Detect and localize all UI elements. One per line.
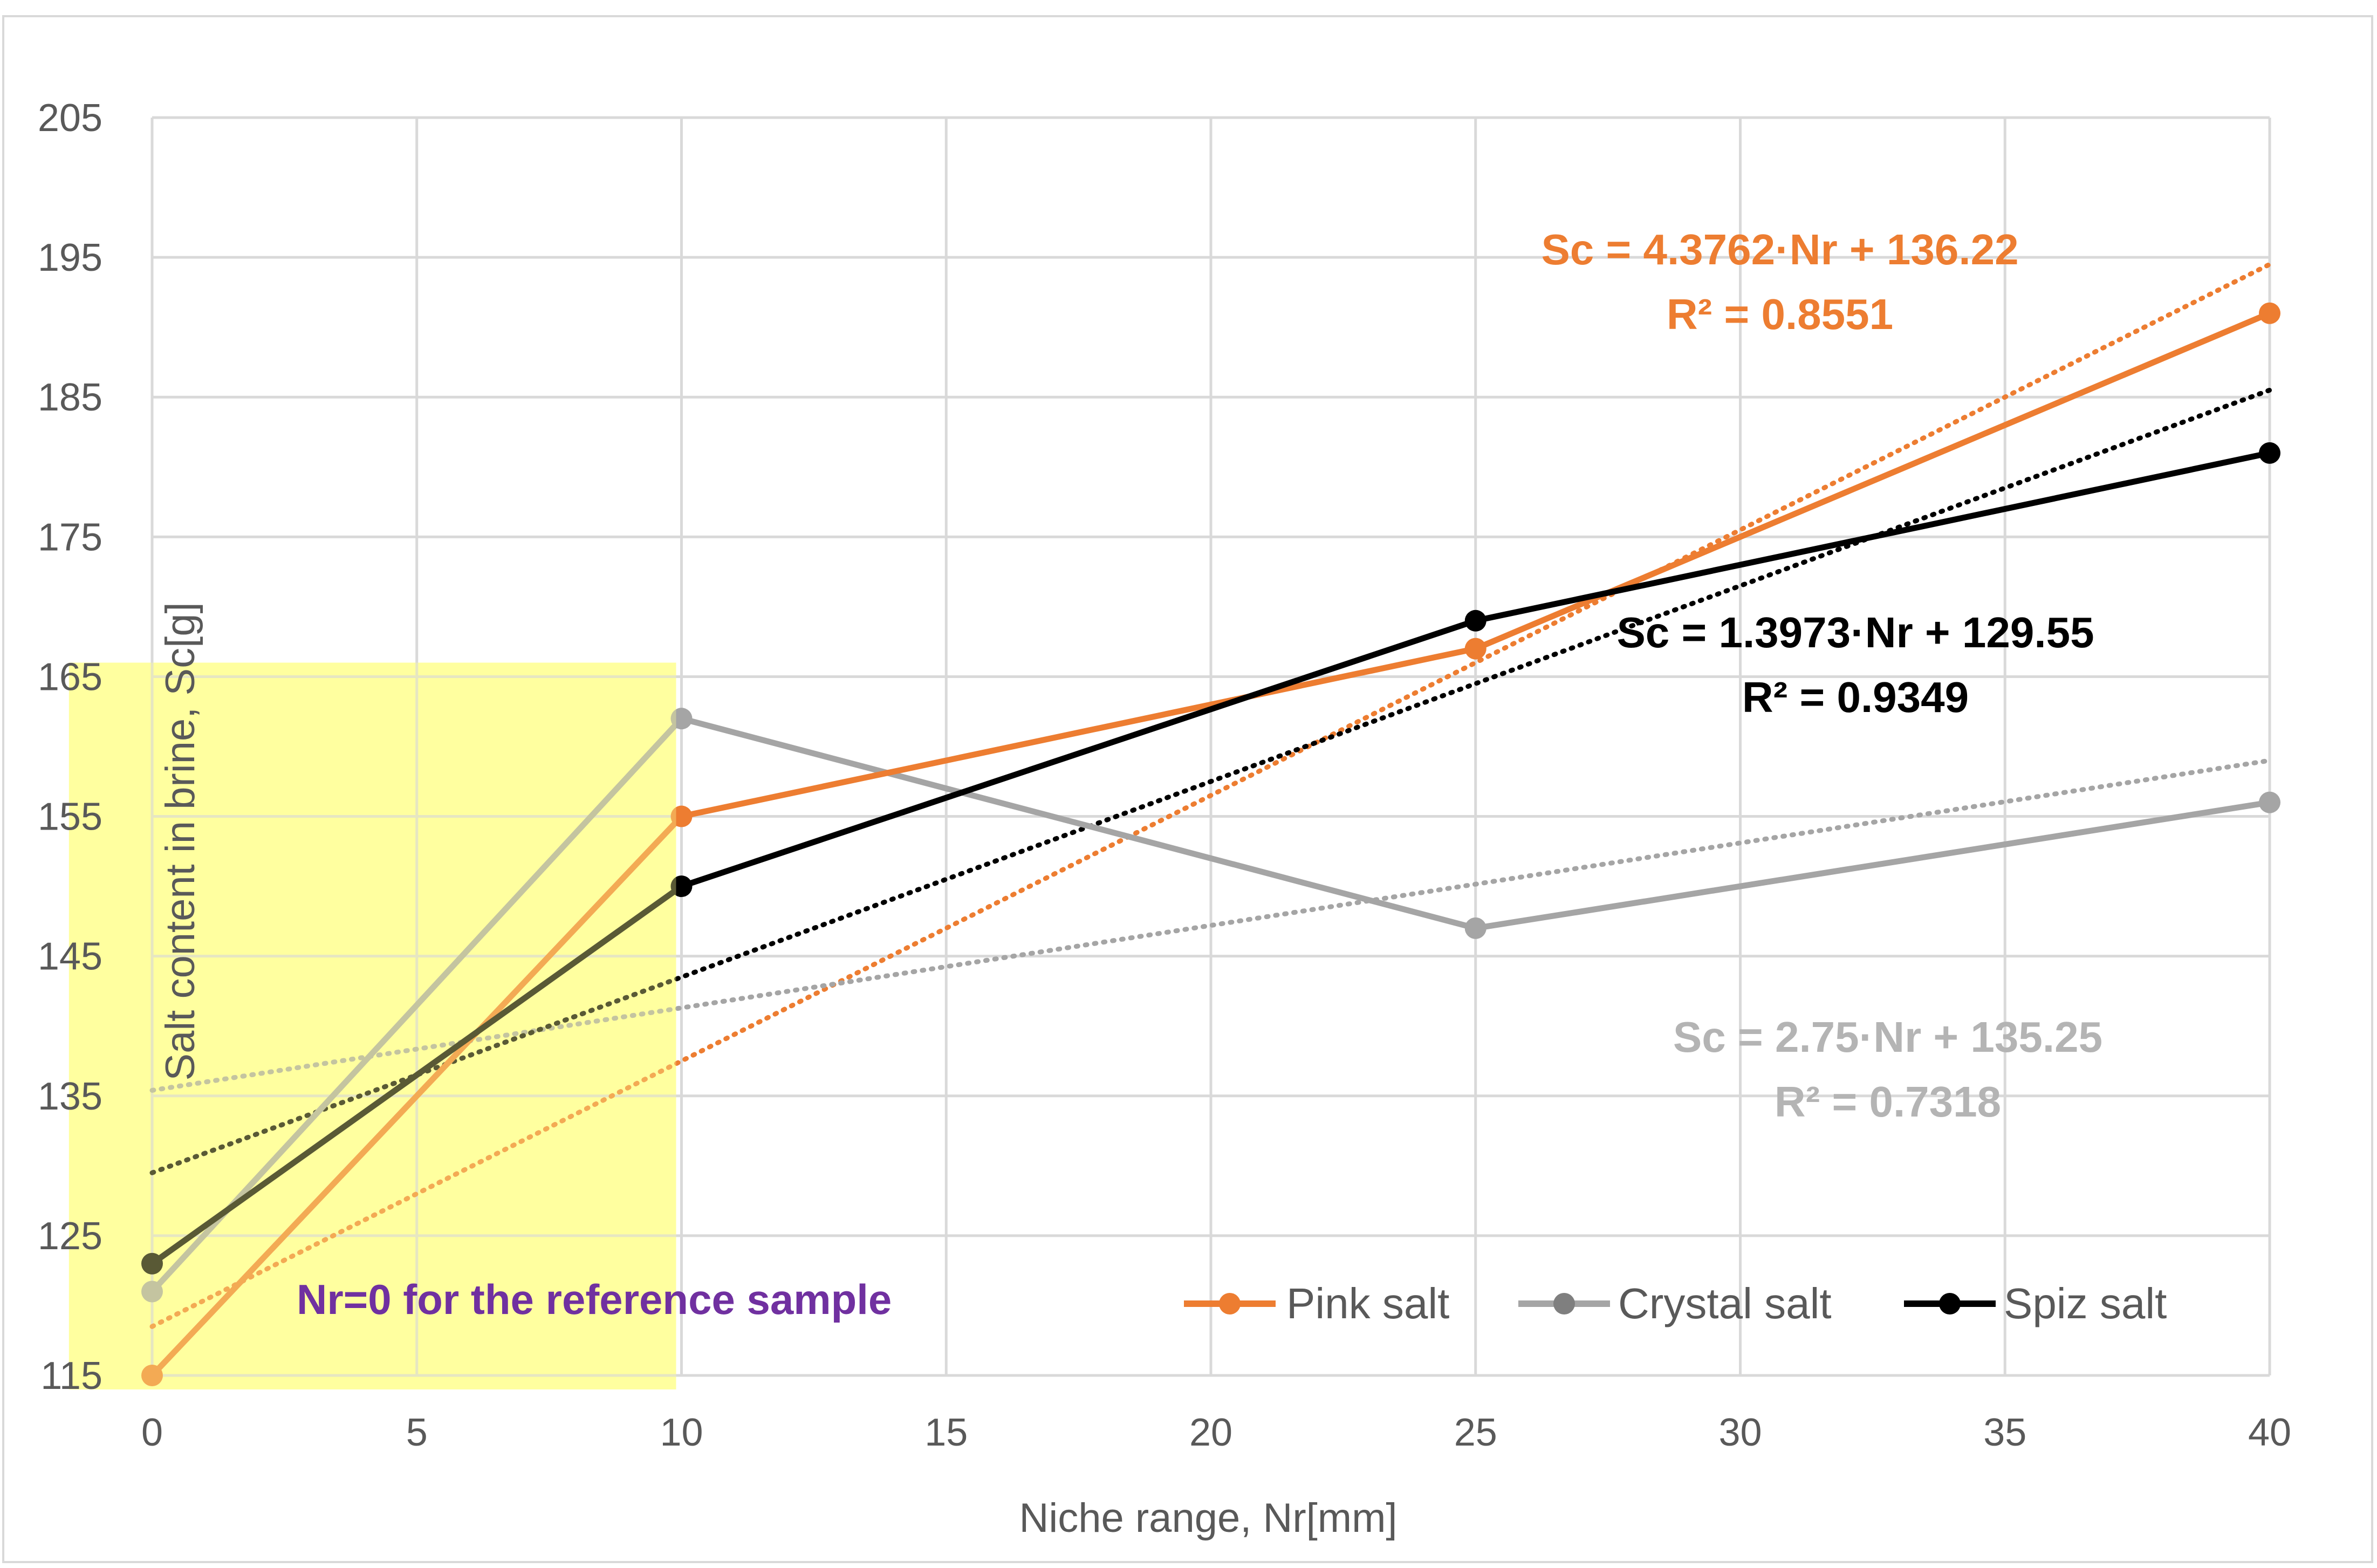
spiz-trend-r2: R² = 0.9349: [1742, 673, 1969, 721]
y-axis-title: Salt content in brine, Sc[g]: [157, 602, 203, 1080]
data-point: [2259, 442, 2280, 464]
legend-label-pink-salt: Pink salt: [1286, 1279, 1449, 1327]
spiz-trend-equation: Sc = 1.3973·Nr + 129.55: [1616, 608, 2094, 656]
trendline-pink-salt: [149, 262, 2272, 1329]
data-point: [670, 708, 693, 730]
pink-trend-equation: Sc = 4.3762·Nr + 136.22: [1541, 225, 2018, 273]
legend-label-spiz-salt: Spiz salt: [2004, 1279, 2167, 1327]
legend: Pink salt Crystal salt Spiz salt: [1184, 1279, 2167, 1327]
grid-layer: [150, 116, 2271, 1377]
series-pink-salt: [141, 302, 2280, 1386]
x-axis-title: Niche range, Nr[mm]: [1019, 1495, 1397, 1541]
y-tick-label: 205: [38, 97, 102, 140]
trendline-crystal-salt: [149, 758, 2272, 1093]
reference-sample-annotation: Nr=0 for the reference sample: [297, 1276, 892, 1323]
x-tick-label: 35: [1983, 1411, 2026, 1454]
legend-label-crystal-salt: Crystal salt: [1618, 1279, 1832, 1327]
data-point: [141, 1281, 163, 1303]
data-point: [2259, 302, 2280, 324]
trendline-layer: [149, 262, 2272, 1329]
y-tick-label: 125: [38, 1215, 102, 1258]
series-line: [150, 450, 2271, 1266]
data-point: [670, 875, 693, 898]
x-tick-label: 0: [141, 1411, 163, 1454]
series-crystal-salt: [141, 708, 2280, 1303]
highlight-region-overlay: [68, 662, 676, 1389]
data-point: [141, 1365, 163, 1386]
trendline-path: [149, 758, 2272, 1093]
x-tick-label: 30: [1718, 1411, 1762, 1454]
trendline-path: [149, 387, 2272, 1175]
series-spiz-salt: [141, 442, 2280, 1275]
y-tick-label: 185: [38, 376, 102, 419]
data-point: [1464, 917, 1487, 939]
y-tick-label: 195: [38, 236, 102, 279]
data-point: [1464, 610, 1487, 632]
x-tick-label: 10: [660, 1411, 703, 1454]
y-tick-label: 155: [38, 796, 102, 839]
data-point: [2259, 791, 2280, 813]
trendline-path: [149, 262, 2272, 1329]
trendline-spiz-salt: [149, 387, 2272, 1175]
legend-marker-crystal-salt: [1553, 1293, 1575, 1314]
y-tick-label: 165: [38, 655, 102, 699]
y-tick-label: 175: [38, 516, 102, 559]
legend-marker-spiz-salt: [1939, 1293, 1961, 1314]
data-point: [141, 1252, 163, 1275]
series-line: [149, 715, 2270, 1294]
y-tick-label: 115: [40, 1354, 102, 1398]
series-layer: [68, 302, 2280, 1389]
crystal-trend-r2: R² = 0.7318: [1775, 1078, 2001, 1126]
x-tick-label: 40: [2248, 1411, 2291, 1454]
tick-label-layer: 0 5 10 15 20 25 30 35 40 115 125 135 145 155 165 175 185…: [38, 97, 2291, 1454]
pink-trend-r2: R² = 0.8551: [1667, 290, 1893, 338]
x-tick-label: 15: [924, 1411, 968, 1454]
data-point: [670, 805, 693, 827]
crystal-trend-equation: Sc = 2.75·Nr + 135.25: [1673, 1013, 2102, 1061]
data-point: [1464, 638, 1487, 660]
x-tick-label: 25: [1454, 1411, 1497, 1454]
y-tick-label: 145: [38, 935, 102, 978]
series-line: [150, 310, 2271, 1378]
legend-marker-pink-salt: [1219, 1293, 1241, 1314]
x-tick-label: 20: [1189, 1411, 1232, 1454]
y-tick-label: 135: [38, 1075, 102, 1118]
x-tick-label: 5: [406, 1411, 428, 1454]
